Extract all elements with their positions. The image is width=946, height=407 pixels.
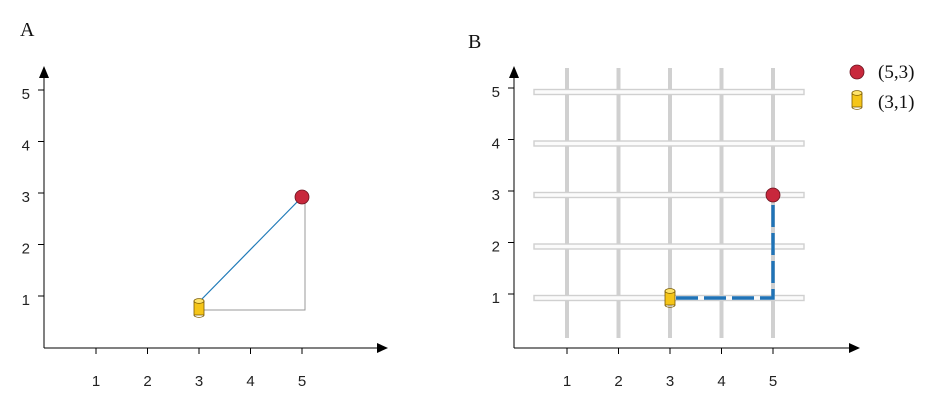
y-tick-label: 1 — [492, 290, 500, 307]
legend-label-origin: (3,1) — [878, 92, 914, 113]
target-point-red-circle-icon — [765, 187, 781, 203]
legend-cylinder-shape — [851, 90, 863, 110]
panel-b-x-arrow — [849, 343, 860, 353]
x-tick-label: 1 — [92, 373, 100, 390]
y-tick-label: 4 — [492, 136, 500, 153]
x-tick-label: 5 — [769, 373, 777, 390]
origin-point-yellow-cylinder-icon — [193, 298, 205, 318]
panel-b-y-ticks: 1 2 3 4 5 — [492, 84, 514, 307]
origin-point-yellow-cylinder-icon — [664, 288, 676, 308]
legend-red-circle-icon — [849, 64, 865, 80]
grid-horizontal-line — [533, 191, 805, 199]
x-tick-label: 1 — [563, 373, 571, 390]
y-tick-label: 1 — [22, 292, 30, 309]
panel-a-x-arrow — [377, 343, 388, 353]
x-tick-label: 4 — [246, 373, 254, 390]
x-tick-label: 3 — [195, 373, 203, 390]
euclidean-distance-line — [198, 196, 303, 303]
panel-b: 1 2 3 4 5 1 2 3 4 5 — [492, 66, 860, 390]
grid-horizontal-line — [533, 140, 805, 147]
panel-a-label: A — [20, 19, 35, 41]
x-tick-label: 5 — [298, 373, 306, 390]
y-tick-label: 5 — [22, 86, 30, 103]
x-tick-label: 2 — [614, 373, 622, 390]
legend-item-origin: (3,1) — [851, 90, 914, 113]
y-tick-label: 2 — [492, 239, 500, 256]
panel-b-points — [664, 187, 781, 308]
legend-yellow-cylinder-icon — [851, 90, 863, 110]
panel-a-y-arrow — [39, 66, 49, 78]
y-tick-label: 4 — [22, 138, 30, 155]
y-tick-label: 5 — [492, 84, 500, 101]
panel-b-x-ticks: 1 2 3 4 5 — [563, 348, 777, 390]
panel-a: 1 2 3 4 5 1 2 3 4 5 — [22, 66, 388, 390]
right-angle-guide — [199, 197, 306, 311]
panel-a-y-ticks: 1 2 3 4 5 — [22, 86, 44, 309]
y-tick-label: 3 — [22, 189, 30, 206]
legend: (5,3) (3,1) — [849, 62, 914, 113]
grid-horizontal-line — [533, 243, 805, 250]
manhattan-distance-path — [676, 205, 775, 300]
y-tick-label: 2 — [22, 241, 30, 258]
panel-a-paths — [198, 196, 306, 311]
x-tick-label: 2 — [143, 373, 151, 390]
grid-horizontal-line — [533, 88, 805, 96]
legend-item-target: (5,3) — [849, 62, 914, 83]
x-tick-label: 4 — [717, 373, 725, 390]
panel-a-x-ticks: 1 2 3 4 5 — [92, 348, 306, 390]
x-tick-label: 3 — [666, 373, 674, 390]
panel-b-y-arrow — [509, 66, 519, 78]
y-tick-label: 3 — [492, 187, 500, 204]
panel-a-points — [193, 189, 310, 318]
legend-label-target: (5,3) — [878, 62, 914, 83]
panel-b-paths — [676, 205, 775, 300]
panel-b-label: B — [468, 31, 481, 53]
target-point-red-circle-icon — [294, 189, 310, 205]
